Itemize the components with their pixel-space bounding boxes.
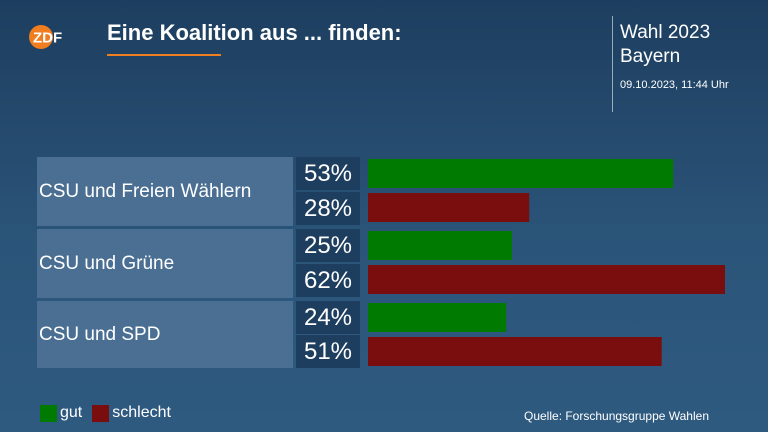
category-label: CSU und Grüne bbox=[37, 229, 293, 298]
legend-swatch-schlecht bbox=[92, 404, 110, 422]
logo-text: ZDF bbox=[33, 30, 62, 47]
timestamp: 09.10.2023, 11:44 Uhr bbox=[620, 79, 729, 91]
category-label: CSU und SPD bbox=[37, 301, 293, 368]
election-region: Bayern bbox=[620, 46, 681, 67]
election-info: Wahl 2023 Bayern bbox=[620, 21, 710, 69]
legend: gut schlecht bbox=[40, 404, 181, 422]
source-note: Quelle: Forschungsgruppe Wahlen bbox=[524, 409, 709, 423]
legend-label-schlecht: schlecht bbox=[112, 404, 171, 421]
data-label: 62% bbox=[296, 264, 360, 297]
title-underline bbox=[107, 54, 221, 56]
header-divider bbox=[612, 16, 613, 112]
data-label: 24% bbox=[296, 301, 360, 334]
bar-gut bbox=[368, 231, 512, 260]
election-title: Wahl 2023 bbox=[620, 22, 711, 43]
category-label: CSU und Freien Wählern bbox=[37, 157, 293, 226]
bar-schlecht bbox=[368, 265, 725, 294]
bar-schlecht bbox=[368, 193, 530, 222]
legend-swatch-gut bbox=[40, 404, 57, 422]
bar-schlecht bbox=[368, 337, 662, 366]
zdf-logo: ZDF bbox=[29, 25, 62, 49]
chart-title: Eine Koalition aus ... finden: bbox=[107, 20, 402, 45]
legend-label-gut: gut bbox=[60, 404, 83, 421]
data-label: 53% bbox=[296, 157, 360, 190]
data-label: 28% bbox=[296, 192, 360, 225]
data-label: 25% bbox=[296, 229, 360, 262]
bar-gut bbox=[368, 159, 674, 188]
data-label: 51% bbox=[296, 335, 360, 368]
bar-gut bbox=[368, 303, 507, 332]
